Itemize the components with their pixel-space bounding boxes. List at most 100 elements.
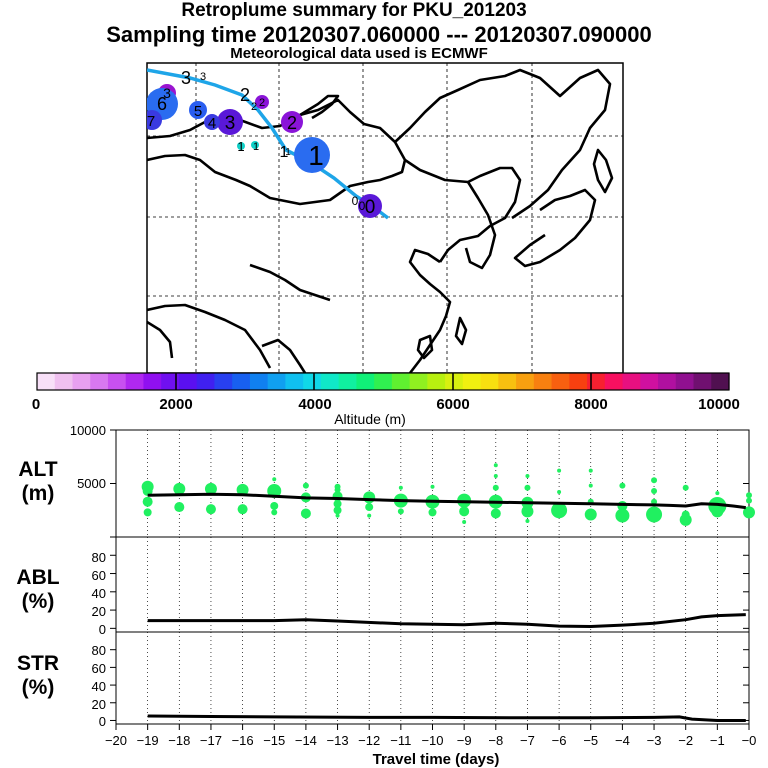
alt-point [557,468,562,473]
colorbar-cell [143,373,162,390]
marker-day-1 [294,137,330,173]
x-tick-label: −20 [105,733,127,748]
abl-ytick-20: 20 [92,604,106,619]
marker-label-2: 2 [287,113,297,133]
alt-point [205,504,216,515]
alt-point [651,487,658,494]
colorbar-cell [462,373,482,390]
colorbar-tick-0: 0 [32,396,40,413]
alt-point [715,491,720,496]
marker-label-0: 0 [365,197,376,218]
alt-point [588,483,593,488]
abl-ytick-80: 80 [92,550,106,565]
alt-point [620,516,625,521]
alt-point [651,477,658,484]
alt-point [142,485,153,496]
str-ytick-0: 0 [99,714,106,729]
alt-point [459,506,470,517]
alt-point [493,474,498,479]
x-tick-label: −13 [327,733,349,748]
alt-point [682,484,689,491]
chart-title: Retroplume summary for PKU_201203 [181,0,527,21]
alt-point [584,508,597,521]
str-line [147,714,746,722]
colorbar-cell [427,373,446,390]
colorbar-cell [409,373,428,390]
track-label-h: 2 [251,101,257,113]
x-tick-label: −8 [488,733,503,748]
colorbar-cell [391,373,411,390]
colorbar-cell [569,373,588,390]
colorbar-cell [232,373,251,390]
colorbar-cell [303,373,322,390]
colorbar-cell [90,373,109,390]
colorbar-cell [516,373,535,390]
meteo-note: Meteorological data used is ECMWF [230,45,488,62]
colorbar-cell [54,373,74,390]
alt-point [557,490,562,495]
colorbar-tick-8000: 8000 [574,396,607,413]
x-tick-label: −6 [552,733,567,748]
alt-point [397,508,404,515]
alt-point [521,505,534,518]
colorbar-cell [107,373,127,390]
str-panel-frame [115,631,750,725]
colorbar-cell [604,373,624,390]
colorbar-cell [587,373,606,390]
marker-label-3: 3 [225,113,236,134]
abl-panel-unit: (%) [22,590,55,613]
str-panel-unit: (%) [22,676,55,699]
colorbar-cell [445,373,464,390]
alt-point [490,508,501,519]
alt-point [334,486,341,493]
alt-ytick-5000: 5000 [77,476,106,491]
colorbar-frame [36,372,730,391]
alt-point [270,501,279,510]
alt-point [363,491,376,504]
track-label-i: 3 [181,68,191,88]
alt-point [237,504,248,515]
colorbar-cell [374,373,393,390]
colorbar-cell [498,373,517,390]
colorbar-cell [37,373,56,390]
colorbar-cell [161,373,180,390]
alt-point [272,477,277,482]
marker-small-b [251,141,259,149]
x-tick-label: −4 [615,733,630,748]
marker-label-1: 1 [308,140,324,171]
alt-point [142,496,153,507]
colorbar-cell [249,373,269,390]
x-tick-label: −16 [232,733,254,748]
alt-point [333,499,342,508]
colorbar-cell [285,373,304,390]
str-ytick-60: 60 [92,661,106,676]
x-tick-label: −2 [678,733,693,748]
alt-point [398,485,403,490]
colorbar-cell [551,373,570,390]
alt-point [143,508,152,517]
alt-point [746,497,752,504]
colorbar-cell [338,373,357,390]
colorbar-cell [320,373,340,390]
alt-point [551,502,568,519]
alt-mean-line [147,492,746,510]
track-label-b: 0 [359,199,366,213]
colorbar-cell [675,373,695,390]
str-ytick-40: 40 [92,679,106,694]
colorbar-cell [196,373,216,390]
track-label-d: 1 [285,147,291,158]
alt-point [492,484,499,491]
x-tick-label: −10 [421,733,443,748]
marker-day-4 [204,114,220,130]
alt-point [588,468,593,473]
alt-point [525,474,530,479]
marker-day-2 [281,111,303,133]
map-graticule [147,63,623,373]
str-ytick-80: 80 [92,643,106,658]
alt-point [462,520,467,525]
x-tick-label: −15 [263,733,285,748]
alt-point [746,492,752,499]
marker-label-6: 6 [157,94,167,114]
colorbar-tick-6000: 6000 [436,396,469,413]
